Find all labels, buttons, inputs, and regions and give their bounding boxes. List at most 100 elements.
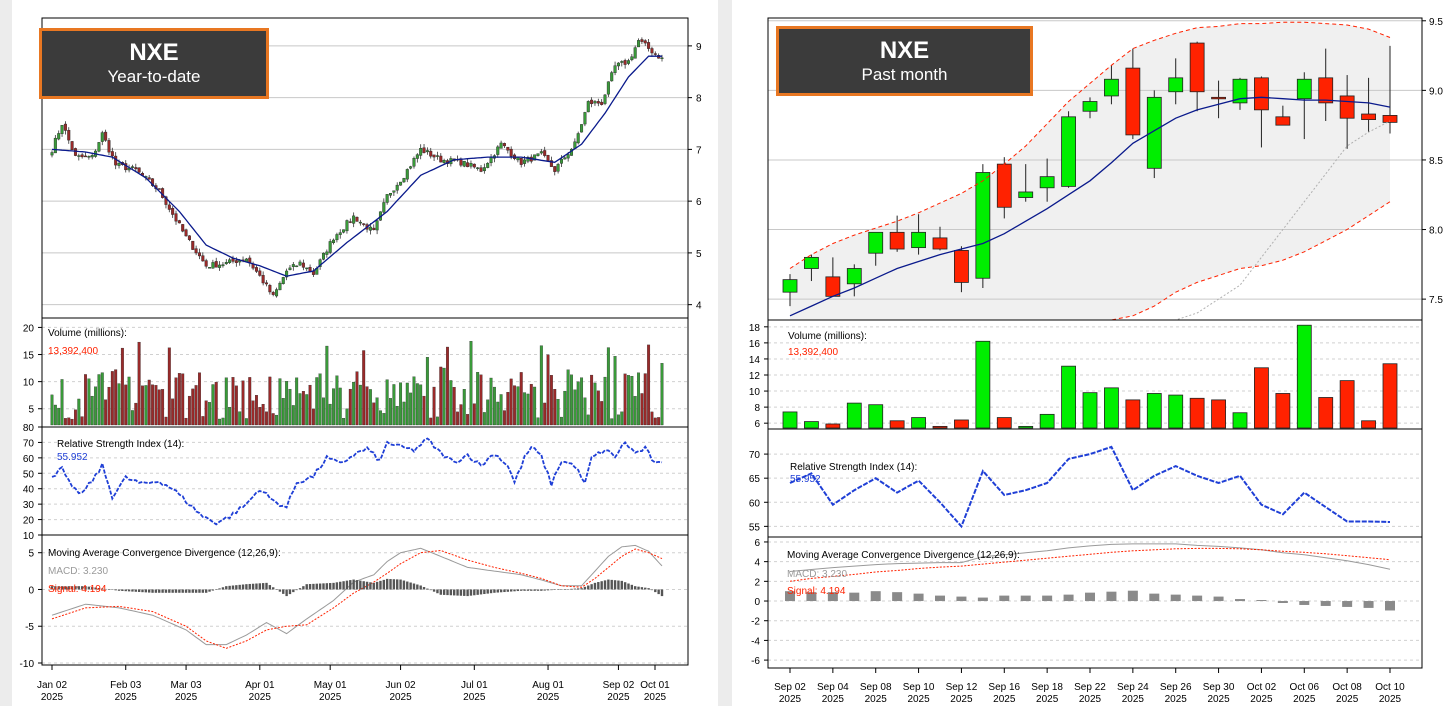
ytd-candle-down <box>177 220 181 224</box>
ytd-volume-bar <box>157 389 161 426</box>
ytd-candle-up <box>637 40 641 48</box>
ytd-macd-histogram-bar <box>486 589 489 594</box>
ytd-macd-histogram-bar <box>392 579 396 590</box>
month-macd-label: Moving Average Convergence Divergence (1… <box>787 550 1020 561</box>
ytd-candle-down <box>174 213 178 222</box>
month-x-tick-label: Sep 24 <box>1117 682 1149 693</box>
month-macd-histogram-bar <box>935 595 945 602</box>
ytd-candle-up <box>395 184 399 191</box>
month-volume-bar <box>1082 392 1098 429</box>
month-candle-up <box>1146 96 1162 169</box>
ytd-volume-bar <box>358 384 362 426</box>
ytd-volume-bar <box>147 379 151 426</box>
ytd-candle-up <box>291 264 295 267</box>
ytd-volume-bar <box>137 341 141 426</box>
ytd-x-tick-year: 2025 <box>644 692 667 703</box>
ytd-candle-up <box>616 62 620 67</box>
ytd-candle-down <box>63 123 67 131</box>
ytd-macd-histogram-bar <box>245 584 248 590</box>
ytd-macd-histogram-bar <box>318 583 322 590</box>
ytd-candle-up <box>476 167 480 169</box>
ytd-candle-up <box>462 160 466 167</box>
ytd-candle-up <box>496 146 500 155</box>
ytd-candle-up <box>559 158 563 164</box>
ytd-ticker: NXE <box>129 39 179 66</box>
ytd-macd-histogram-bar <box>503 589 506 593</box>
month-volume-bar <box>1254 367 1269 429</box>
ytd-candle-up <box>382 202 386 213</box>
ytd-volume-bar <box>311 408 315 426</box>
ytd-volume-bar <box>623 373 627 426</box>
ytd-candle-up <box>566 154 570 159</box>
month-price-tick-label: 9.5 <box>1429 17 1443 28</box>
ytd-candle-up <box>389 193 393 196</box>
ytd-volume-bar <box>600 401 604 426</box>
ytd-volume-bar <box>650 411 654 426</box>
month-volume-bar <box>996 417 1012 429</box>
ytd-volume-bar <box>389 398 392 426</box>
ytd-candle-down <box>268 284 272 293</box>
ytd-macd-histogram-bar <box>60 586 64 590</box>
ytd-candle-up <box>435 155 439 157</box>
ytd-candle-up <box>469 163 473 167</box>
ytd-macd-histogram-bar <box>543 589 546 591</box>
ytd-macd-histogram-bar <box>359 580 362 590</box>
ytd-volume-bar <box>251 400 255 426</box>
ytd-volume-bar <box>399 382 403 426</box>
month-macd-tick-label: -4 <box>751 636 760 647</box>
ytd-macd-histogram-bar <box>114 589 117 591</box>
ytd-volume-bar <box>177 373 181 426</box>
month-volume-tick-label: 14 <box>749 355 761 366</box>
ytd-candle-down <box>502 143 506 147</box>
ytd-volume-bar <box>281 398 285 426</box>
ytd-volume-bar <box>402 401 406 426</box>
month-volume-tick-label: 16 <box>749 339 761 350</box>
ytd-volume-bar <box>379 410 382 426</box>
month-volume-bar <box>1189 397 1205 429</box>
ytd-macd-histogram-bar <box>660 589 664 597</box>
month-macd-histogram-bar <box>1085 592 1095 602</box>
ytd-macd-value: MACD: 3.230 <box>48 566 108 577</box>
month-x-tick-year: 2025 <box>779 694 802 705</box>
ytd-macd-histogram-bar <box>355 580 359 590</box>
ytd-candle-down <box>519 158 523 165</box>
ytd-candle-down <box>184 229 188 237</box>
ytd-macd-histogram-bar <box>265 582 268 590</box>
ytd-volume-bar <box>80 416 84 426</box>
ytd-macd-histogram-bar <box>144 589 148 593</box>
ytd-candle-down <box>261 275 265 284</box>
ytd-volume-bar <box>462 389 466 426</box>
ytd-volume-bar <box>268 376 272 426</box>
ytd-volume-bar <box>94 386 98 426</box>
ytd-candle-up <box>57 133 61 140</box>
month-panel-border <box>767 536 1423 669</box>
ytd-candle-down <box>73 148 77 156</box>
ytd-candle-up <box>218 264 222 268</box>
ytd-macd-histogram-bar <box>520 589 523 591</box>
ytd-macd-histogram-bar <box>473 589 476 596</box>
ytd-macd-histogram-bar <box>499 589 503 593</box>
ytd-volume-bar <box>385 379 389 426</box>
month-x-tick-year: 2025 <box>865 694 888 705</box>
ytd-signal-line <box>51 548 663 649</box>
ytd-volume-bar <box>583 397 587 426</box>
month-macd-histogram-bar <box>913 593 924 602</box>
ytd-volume-bar <box>442 367 446 426</box>
month-x-tick-label: Sep 12 <box>946 682 978 693</box>
ytd-candle-down <box>348 221 352 223</box>
ytd-macd-histogram-bar <box>178 589 181 593</box>
ytd-volume-bar <box>372 402 376 426</box>
ytd-macd-histogram-bar <box>91 587 94 590</box>
ytd-candle-down <box>355 216 359 222</box>
ytd-macd-histogram-bar <box>483 589 486 595</box>
volume-tick-label: 5 <box>28 405 34 416</box>
ytd-macd-line <box>51 544 663 646</box>
ytd-volume-bar <box>181 373 185 426</box>
month-volume-bar <box>846 402 862 429</box>
ytd-period: Year-to-date <box>107 67 201 86</box>
ytd-candle-up <box>399 181 403 186</box>
ytd-candle-down <box>301 262 305 268</box>
rsi-tick-label: 60 <box>23 454 35 465</box>
month-macd-histogram <box>785 590 1395 611</box>
month-macd-histogram-bar <box>1363 601 1374 608</box>
